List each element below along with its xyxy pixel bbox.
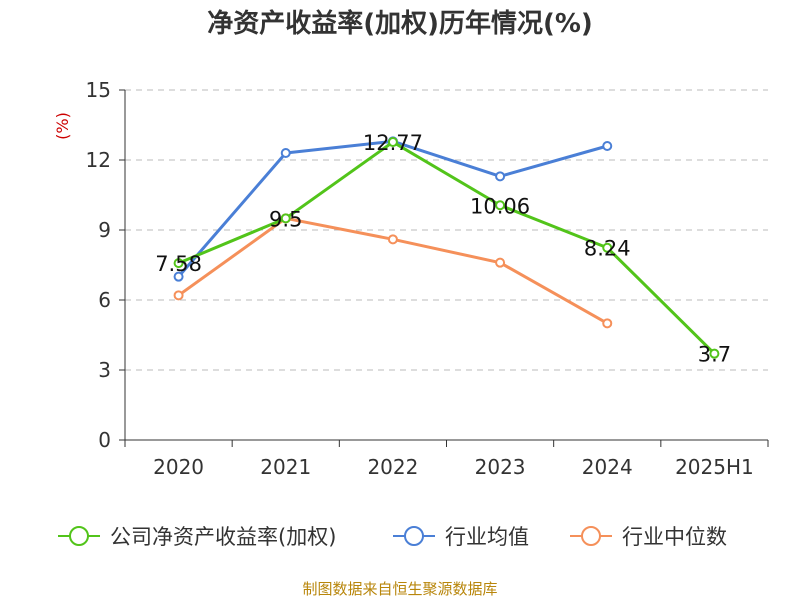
data-point: [173, 271, 184, 282]
data-labels: 7.58 9.5 12.77 10.06 8.24 3.7: [155, 131, 731, 367]
x-tick-label: 2024: [582, 455, 633, 479]
data-point: [602, 141, 613, 151]
data-point: [495, 171, 506, 182]
legend-label: 行业均值: [445, 525, 529, 549]
series-line: [178, 140, 716, 355]
y-tick-label: 6: [98, 288, 111, 312]
x-tick-label: 2020: [153, 455, 204, 479]
data-point: [280, 148, 291, 158]
y-axis-label: (%): [53, 112, 72, 140]
series-line: [177, 139, 608, 278]
legend-item[interactable]: 行业均值: [393, 525, 529, 549]
y-tick-label: 3: [98, 358, 111, 382]
y-tick-label: 9: [98, 218, 111, 242]
data-label: 3.7: [698, 343, 731, 367]
x-tick-label: 2023: [475, 455, 526, 479]
data-point: [602, 242, 613, 253]
y-tick-label: 0: [98, 428, 111, 452]
data-point: [173, 290, 184, 301]
legend-label: 公司净资产收益率(加权): [110, 525, 336, 549]
grid-lines: [125, 89, 768, 371]
series-line: [177, 216, 608, 325]
data-label: 9.5: [269, 207, 302, 231]
series: [173, 136, 720, 359]
x-tick-label: 2022: [367, 455, 418, 479]
data-point: [602, 318, 613, 329]
data-label: 10.06: [470, 194, 530, 218]
legend-marker: [581, 526, 601, 546]
data-label: 7.58: [155, 252, 202, 276]
legend-item[interactable]: 公司净资产收益率(加权): [58, 525, 336, 549]
data-point: [709, 348, 720, 359]
data-point: [387, 234, 398, 245]
data-point: [495, 257, 506, 268]
data-point: [387, 137, 398, 148]
source-note: 制图数据来自恒生聚源数据库: [302, 580, 498, 598]
y-tick-label: 12: [86, 148, 111, 172]
axes: 0 3 6 9 12 15 2020 2021 2022 2023 2024 2025H1: [86, 78, 769, 479]
legend-item[interactable]: 行业中位数: [570, 525, 727, 549]
data-label: 12.77: [363, 131, 423, 155]
legend-label: 行业中位数: [622, 525, 727, 549]
legend-marker: [404, 526, 424, 546]
legend: 公司净资产收益率(加权) 行业均值 行业中位数: [58, 525, 727, 549]
x-tick-label: 2025H1: [675, 455, 754, 479]
y-tick-label: 15: [86, 78, 111, 102]
data-label: 8.24: [584, 237, 631, 261]
legend-marker: [69, 526, 89, 546]
data-point: [173, 258, 184, 269]
data-point: [280, 213, 291, 224]
chart-title: 净资产收益率(加权)历年情况(%): [207, 9, 593, 39]
data-point: [495, 200, 506, 211]
x-tick-label: 2021: [260, 455, 311, 479]
